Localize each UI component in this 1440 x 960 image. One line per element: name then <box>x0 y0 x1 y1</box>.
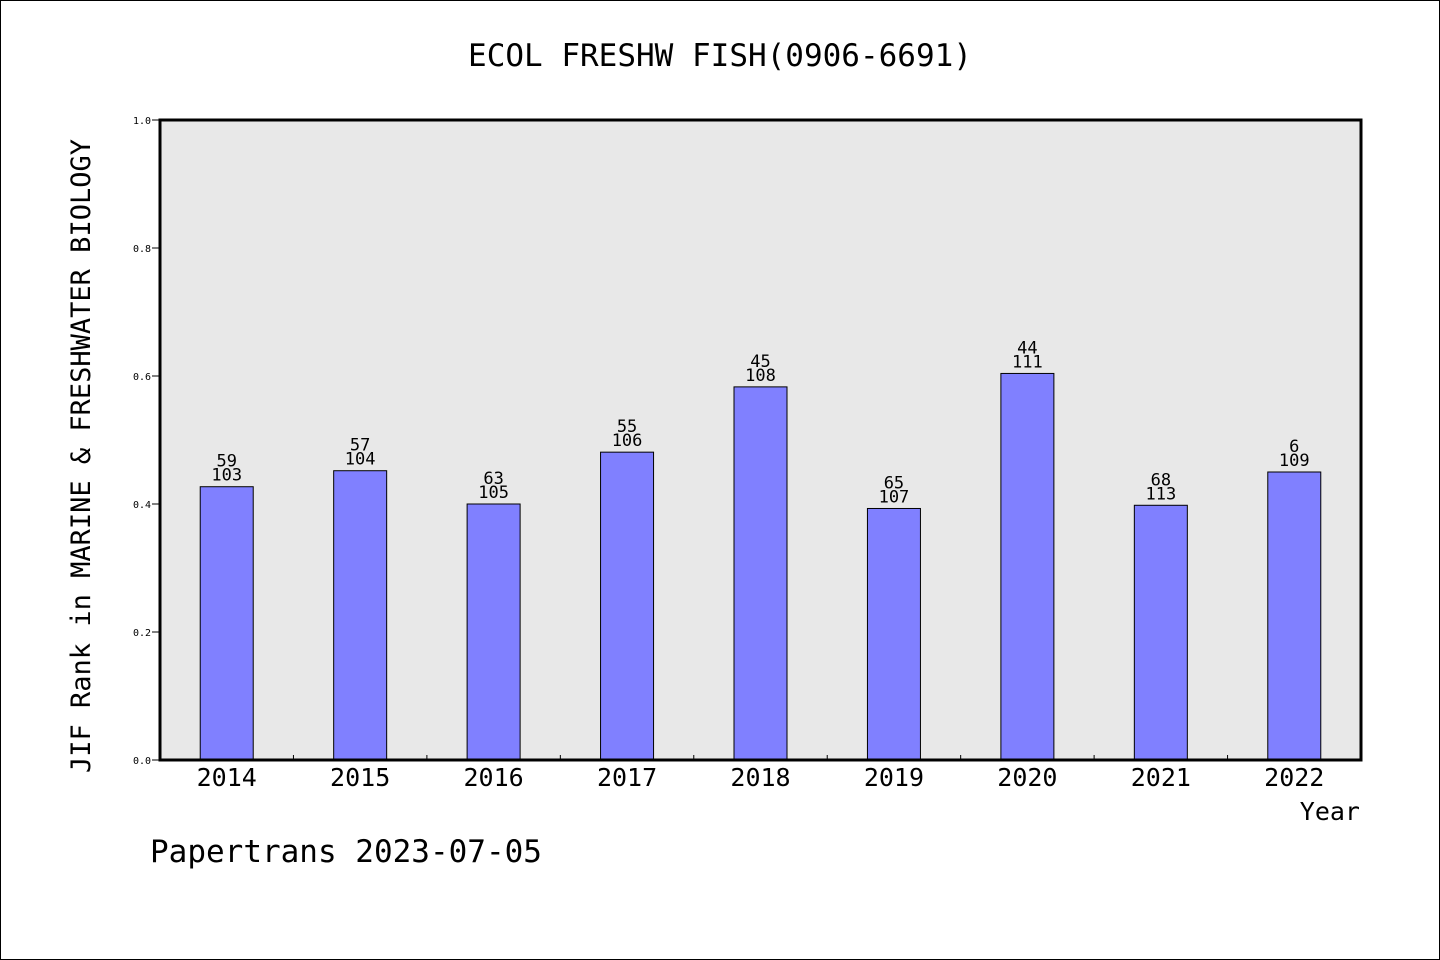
bar-rank-label: 57 <box>350 436 370 456</box>
bar-total-label: 106 <box>612 431 643 451</box>
x-tick-label: 2022 <box>1264 763 1324 792</box>
bar-rank-label: 59 <box>216 452 236 472</box>
bar-total-label: 104 <box>345 450 376 470</box>
y-axis-label: JIF Rank in MARINE & FRESHWATER BIOLOGY <box>66 139 97 773</box>
y-tick-label: 0.6 <box>133 372 151 383</box>
bar-rank-label: 6 <box>1289 437 1299 457</box>
bar-2014 <box>199 486 254 761</box>
bar-rank-label: 44 <box>1017 338 1037 358</box>
bar-2019 <box>866 507 921 761</box>
x-tick-label: 2018 <box>730 763 790 792</box>
bar-rank-label: 65 <box>884 473 904 493</box>
chart-title: ECOL FRESHW FISH(0906-6691) <box>468 38 972 74</box>
bar-total-label: 103 <box>211 466 242 486</box>
bar-total-label: 108 <box>745 366 776 386</box>
y-tick-label: 0.0 <box>133 756 151 767</box>
bar-rank-label: 55 <box>617 417 637 437</box>
bar-rank-label: 68 <box>1151 470 1171 490</box>
bar-total-label: 113 <box>1145 484 1176 504</box>
plot-border <box>158 118 1363 762</box>
y-tick-label: 0.2 <box>133 628 151 639</box>
bar-2021 <box>1133 504 1188 761</box>
bar-total-label: 111 <box>1012 352 1043 372</box>
y-tick-label: 1.0 <box>133 116 151 127</box>
x-tick-label: 2020 <box>997 763 1057 792</box>
y-tick-label: 0.4 <box>133 500 151 511</box>
x-tick-label: 2021 <box>1131 763 1191 792</box>
x-axis-label: Year <box>1300 797 1360 826</box>
bar-total-label: 107 <box>879 487 910 507</box>
x-tick-label: 2014 <box>197 763 257 792</box>
x-tick-label: 2017 <box>597 763 657 792</box>
x-tick-label: 2016 <box>464 763 524 792</box>
y-tick-label: 0.8 <box>133 244 151 255</box>
bar-2018 <box>733 386 788 761</box>
bar-total-label: 105 <box>478 483 509 503</box>
bar-2017 <box>600 451 655 761</box>
bar-2015 <box>333 470 388 761</box>
bar-2022 <box>1267 471 1322 761</box>
bar-total-label: 109 <box>1279 451 1310 471</box>
x-tick-label: 2019 <box>864 763 924 792</box>
bar-2020 <box>1000 372 1055 761</box>
x-tick-label: 2015 <box>330 763 390 792</box>
bar-rank-label: 45 <box>750 352 770 372</box>
bar-rank-label: 63 <box>483 469 503 489</box>
footer-caption: Papertrans 2023-07-05 <box>150 834 542 870</box>
bar-2016 <box>466 503 521 761</box>
